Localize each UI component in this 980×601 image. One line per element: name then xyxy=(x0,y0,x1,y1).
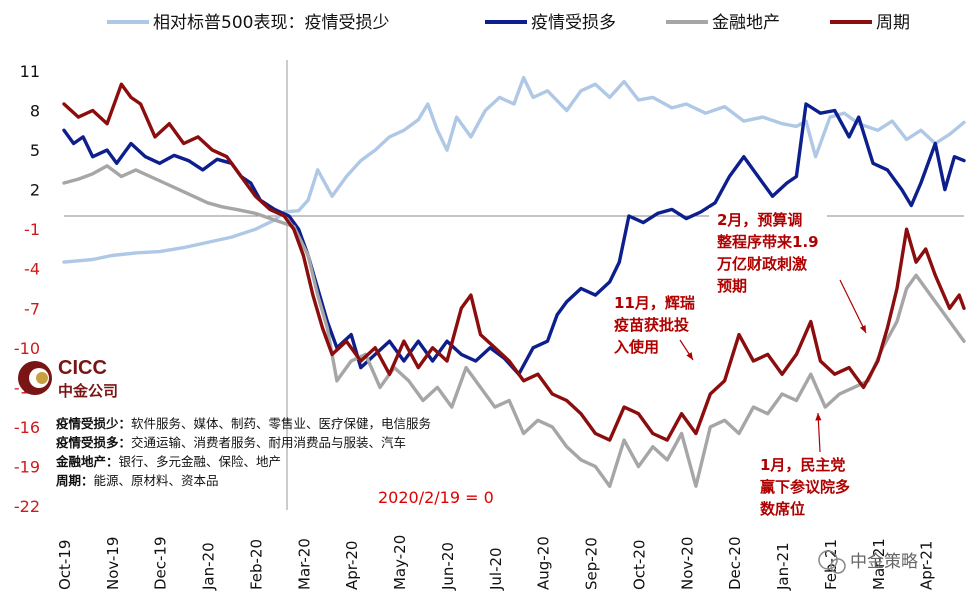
baseline-label: 2020/2/19 = 0 xyxy=(378,488,494,507)
y-tick-label: 11 xyxy=(20,62,40,81)
x-tick-label: Oct-19 xyxy=(56,540,74,590)
y-tick-label: -7 xyxy=(24,299,40,318)
series-layer xyxy=(62,75,966,488)
y-tick-label: 8 xyxy=(30,102,40,121)
legend-label: 相对标普500表现：疫情受损少 xyxy=(153,13,389,33)
note-line: 疫情受损多：交通运输、消费者服务、耐用消费品与服装、汽车 xyxy=(56,435,406,450)
category-notes: 疫情受损少：软件服务、媒体、制药、零售业、医疗保健，电信服务疫情受损多：交通运输… xyxy=(55,416,431,488)
legend-label: 疫情受损多 xyxy=(531,13,616,33)
arrow-head-icon xyxy=(815,413,822,421)
wechat-icon xyxy=(818,550,838,570)
arrow-head-icon xyxy=(686,352,693,360)
annotation-text: 2月，预算调 xyxy=(717,211,802,229)
watermark-text: 中金策略 xyxy=(850,552,918,572)
y-tick-label: -4 xyxy=(24,260,40,279)
y-tick-label: -22 xyxy=(14,497,40,516)
y-tick-label: 2 xyxy=(30,181,40,200)
annotation-text: 11月，辉瑞 xyxy=(614,294,695,312)
note-line: 周期：能源、原材料、资本品 xyxy=(56,473,219,488)
annotation-text: 万亿财政刺激 xyxy=(716,255,808,273)
series-line-2 xyxy=(62,164,966,488)
series-line-1 xyxy=(62,102,966,376)
x-axis-ticks: Oct-19 Nov-19 Dec-19 Jan-20 Feb-20 Mar-20 Apr-… xyxy=(56,535,936,591)
annotation-text: 入使用 xyxy=(614,338,659,356)
x-tick-label: Jun-20 xyxy=(439,542,457,591)
logo-cn-name: 中金公司 xyxy=(58,382,118,400)
annotation-text: 1月，民主党 xyxy=(760,456,845,474)
x-tick-label: Jan-21 xyxy=(774,542,792,591)
x-tick-label: Apr-21 xyxy=(918,541,936,591)
annotation-text: 赢下参议院多 xyxy=(760,478,850,496)
x-tick-label: Feb-20 xyxy=(247,539,265,590)
x-tick-label: Sep-20 xyxy=(583,537,601,590)
x-tick-label: Apr-20 xyxy=(343,541,361,591)
x-tick-label: Nov-20 xyxy=(678,537,696,590)
logo-name: CICC xyxy=(58,357,107,379)
annotation-text: 预期 xyxy=(717,277,747,295)
legend: 相对标普500表现：疫情受损少 疫情受损多 金融地产 周期 xyxy=(107,13,910,33)
annotation-box xyxy=(709,208,827,306)
annotation-text: 数席位 xyxy=(760,500,805,518)
annotation-text: 整程序带来1.9 xyxy=(717,233,819,251)
logo-core-icon xyxy=(36,372,48,384)
wechat-icon-small xyxy=(830,558,846,574)
series-line-0 xyxy=(62,75,966,264)
x-tick-label: Aug-20 xyxy=(535,536,553,590)
note-line: 金融地产：银行、多元金融、保险、地产 xyxy=(55,454,281,469)
x-tick-label: Mar-21 xyxy=(870,538,888,590)
annotation-text: 疫苗获批投 xyxy=(614,316,689,334)
annotation-box xyxy=(753,455,871,525)
y-tick-label: 5 xyxy=(30,141,40,160)
x-tick-label: Jul-20 xyxy=(487,547,505,591)
y-tick-label: -19 xyxy=(14,457,40,476)
series-line-3 xyxy=(62,82,966,442)
arrow-head-icon xyxy=(859,325,866,333)
x-tick-label: Dec-19 xyxy=(152,536,170,590)
y-tick-label: -1 xyxy=(24,220,40,239)
cicc-logo: CICC 中金公司 xyxy=(18,357,118,400)
note-line: 疫情受损少：软件服务、媒体、制药、零售业、医疗保健，电信服务 xyxy=(56,416,431,431)
legend-label: 周期 xyxy=(876,13,910,33)
x-tick-label: Mar-20 xyxy=(295,538,313,590)
annotation-arrow xyxy=(839,279,867,334)
x-tick-label: Nov-19 xyxy=(104,537,122,590)
x-tick-label: Dec-20 xyxy=(726,536,744,590)
x-tick-label: May-20 xyxy=(391,535,409,590)
y-tick-label: -10 xyxy=(14,339,40,358)
x-tick-label: Jan-20 xyxy=(200,542,218,591)
watermark: 中金策略 xyxy=(818,550,918,574)
y-tick-label: -16 xyxy=(14,418,40,437)
x-tick-label: Oct-20 xyxy=(630,540,648,590)
legend-label: 金融地产 xyxy=(712,13,780,33)
